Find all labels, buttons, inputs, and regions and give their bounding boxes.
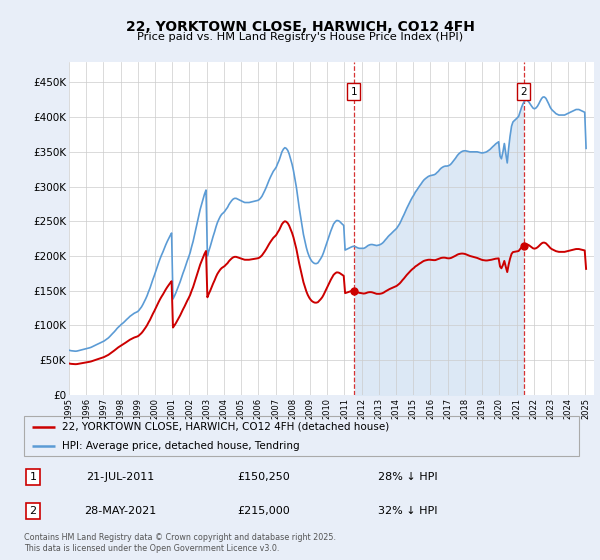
Text: 1: 1 <box>350 87 357 96</box>
Text: 2: 2 <box>29 506 37 516</box>
Text: £215,000: £215,000 <box>238 506 290 516</box>
Text: Price paid vs. HM Land Registry's House Price Index (HPI): Price paid vs. HM Land Registry's House … <box>137 32 463 43</box>
Text: 2: 2 <box>520 87 527 96</box>
Text: 22, YORKTOWN CLOSE, HARWICH, CO12 4FH: 22, YORKTOWN CLOSE, HARWICH, CO12 4FH <box>125 20 475 34</box>
Text: £150,250: £150,250 <box>238 472 290 482</box>
Text: 22, YORKTOWN CLOSE, HARWICH, CO12 4FH (detached house): 22, YORKTOWN CLOSE, HARWICH, CO12 4FH (d… <box>62 422 389 432</box>
Text: 21-JUL-2011: 21-JUL-2011 <box>86 472 154 482</box>
Text: 32% ↓ HPI: 32% ↓ HPI <box>378 506 438 516</box>
Text: 28-MAY-2021: 28-MAY-2021 <box>84 506 156 516</box>
Text: 28% ↓ HPI: 28% ↓ HPI <box>378 472 438 482</box>
Text: HPI: Average price, detached house, Tendring: HPI: Average price, detached house, Tend… <box>62 441 299 450</box>
Text: 1: 1 <box>29 472 37 482</box>
Text: Contains HM Land Registry data © Crown copyright and database right 2025.
This d: Contains HM Land Registry data © Crown c… <box>24 533 336 553</box>
